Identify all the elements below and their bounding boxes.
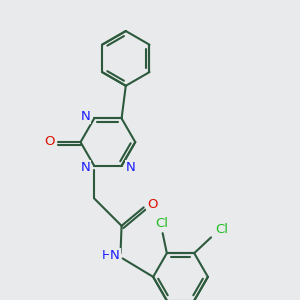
Text: O: O [44, 135, 55, 148]
Text: N: N [126, 161, 135, 174]
Text: N: N [110, 249, 120, 262]
Text: N: N [80, 110, 90, 123]
Text: Cl: Cl [215, 223, 228, 236]
Text: N: N [80, 161, 90, 174]
Text: H: H [102, 249, 112, 262]
Text: O: O [147, 198, 158, 211]
Text: Cl: Cl [156, 217, 169, 230]
